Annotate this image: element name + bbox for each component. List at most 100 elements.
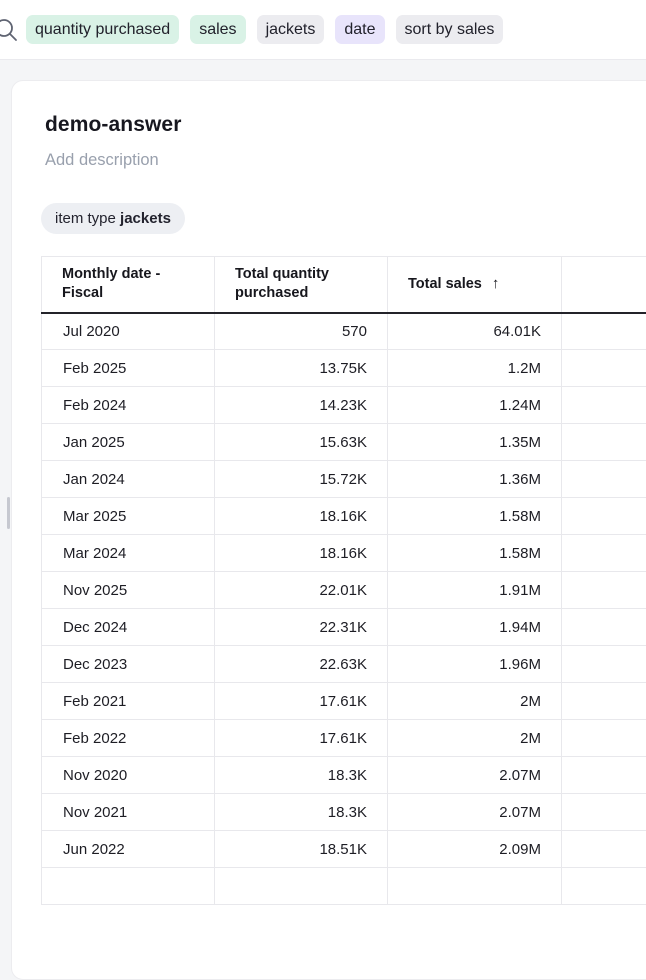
cell-empty bbox=[562, 609, 646, 646]
cell-total-quantity: 14.23K bbox=[215, 387, 388, 424]
cell-empty bbox=[562, 313, 646, 350]
cell-total-quantity: 22.01K bbox=[215, 572, 388, 609]
table-row[interactable]: Feb 2025 13.75K 1.2M bbox=[42, 350, 646, 387]
cell-total-sales: 1.58M bbox=[388, 498, 562, 535]
table-row[interactable]: Mar 2025 18.16K 1.58M bbox=[42, 498, 646, 535]
cell-monthly-date: Nov 2020 bbox=[42, 757, 215, 794]
search-token[interactable]: sort by sales bbox=[396, 15, 504, 44]
filter-chip-value: jackets bbox=[120, 210, 171, 227]
cell-monthly-date: Feb 2022 bbox=[42, 720, 215, 757]
cell-total-quantity: 15.63K bbox=[215, 424, 388, 461]
cell-total-quantity: 18.16K bbox=[215, 535, 388, 572]
table-row[interactable]: Dec 2023 22.63K 1.96M bbox=[42, 646, 646, 683]
table-header-row: Monthly date - Fiscal Total quantity pur… bbox=[42, 257, 646, 313]
cell-total-sales: 1.58M bbox=[388, 535, 562, 572]
cell-total-sales: 2M bbox=[388, 683, 562, 720]
cell-empty bbox=[562, 461, 646, 498]
cell-monthly-date: Mar 2024 bbox=[42, 535, 215, 572]
search-icon bbox=[0, 17, 19, 43]
cell-monthly-date: Feb 2024 bbox=[42, 387, 215, 424]
table-row[interactable]: Jan 2025 15.63K 1.35M bbox=[42, 424, 646, 461]
cell-monthly-date bbox=[42, 868, 215, 905]
sort-ascending-icon: ↑ bbox=[492, 275, 500, 292]
cell-total-quantity: 15.72K bbox=[215, 461, 388, 498]
table-row[interactable]: Feb 2021 17.61K 2M bbox=[42, 683, 646, 720]
cell-total-sales: 1.35M bbox=[388, 424, 562, 461]
cell-empty bbox=[562, 498, 646, 535]
cell-total-quantity: 13.75K bbox=[215, 350, 388, 387]
search-tokens: quantity purchased sales jackets date sort b… bbox=[26, 15, 503, 44]
cell-total-quantity bbox=[215, 868, 388, 905]
cell-total-sales: 2M bbox=[388, 720, 562, 757]
cell-monthly-date: Feb 2021 bbox=[42, 683, 215, 720]
cell-monthly-date: Nov 2021 bbox=[42, 794, 215, 831]
cell-monthly-date: Dec 2024 bbox=[42, 609, 215, 646]
cell-total-sales: 2.09M bbox=[388, 831, 562, 868]
filter-chip-prefix: item type bbox=[55, 210, 120, 227]
answer-title[interactable]: demo-answer bbox=[45, 113, 646, 137]
table-row[interactable]: Nov 2021 18.3K 2.07M bbox=[42, 794, 646, 831]
cell-total-quantity: 22.63K bbox=[215, 646, 388, 683]
cell-total-quantity: 570 bbox=[215, 313, 388, 350]
cell-empty bbox=[562, 572, 646, 609]
cell-monthly-date: Jan 2025 bbox=[42, 424, 215, 461]
cell-empty bbox=[562, 831, 646, 868]
cell-monthly-date: Nov 2025 bbox=[42, 572, 215, 609]
cell-empty bbox=[562, 350, 646, 387]
search-token[interactable]: date bbox=[335, 15, 384, 44]
cell-total-quantity: 18.51K bbox=[215, 831, 388, 868]
cell-empty bbox=[562, 387, 646, 424]
cell-total-sales: 1.24M bbox=[388, 387, 562, 424]
cell-total-quantity: 18.3K bbox=[215, 794, 388, 831]
table-row[interactable]: Nov 2025 22.01K 1.91M bbox=[42, 572, 646, 609]
cell-total-sales: 1.36M bbox=[388, 461, 562, 498]
cell-monthly-date: Mar 2025 bbox=[42, 498, 215, 535]
column-header-empty bbox=[562, 257, 646, 313]
cell-monthly-date: Jul 2020 bbox=[42, 313, 215, 350]
results-table: Monthly date - Fiscal Total quantity pur… bbox=[41, 256, 646, 905]
cell-monthly-date: Feb 2025 bbox=[42, 350, 215, 387]
cell-total-quantity: 22.31K bbox=[215, 609, 388, 646]
cell-total-sales: 1.94M bbox=[388, 609, 562, 646]
table-row[interactable]: Dec 2024 22.31K 1.94M bbox=[42, 609, 646, 646]
cell-empty bbox=[562, 868, 646, 905]
table-body: Jul 2020 570 64.01K Feb 2025 13.75K 1.2M… bbox=[42, 313, 646, 905]
cell-total-quantity: 18.3K bbox=[215, 757, 388, 794]
cell-total-sales: 1.91M bbox=[388, 572, 562, 609]
table-row[interactable]: Nov 2020 18.3K 2.07M bbox=[42, 757, 646, 794]
table-row[interactable]: Feb 2024 14.23K 1.24M bbox=[42, 387, 646, 424]
cell-empty bbox=[562, 535, 646, 572]
cell-empty bbox=[562, 794, 646, 831]
cell-monthly-date: Jan 2024 bbox=[42, 461, 215, 498]
table-row[interactable] bbox=[42, 868, 646, 905]
cell-empty bbox=[562, 720, 646, 757]
table-row[interactable]: Jan 2024 15.72K 1.36M bbox=[42, 461, 646, 498]
description-placeholder[interactable]: Add description bbox=[45, 151, 646, 170]
cell-total-quantity: 18.16K bbox=[215, 498, 388, 535]
cell-empty bbox=[562, 424, 646, 461]
search-token[interactable]: jackets bbox=[257, 15, 325, 44]
cell-total-sales: 64.01K bbox=[388, 313, 562, 350]
cell-total-sales: 1.2M bbox=[388, 350, 562, 387]
column-header-total-sales[interactable]: Total sales↑ bbox=[388, 257, 562, 313]
column-header-total-quantity[interactable]: Total quantity purchased bbox=[215, 257, 388, 313]
search-token[interactable]: quantity purchased bbox=[26, 15, 179, 44]
search-bar[interactable]: quantity purchased sales jackets date sort b… bbox=[0, 0, 646, 60]
search-token[interactable]: sales bbox=[190, 15, 245, 44]
column-header-monthly-date[interactable]: Monthly date - Fiscal bbox=[42, 257, 215, 313]
cell-total-quantity: 17.61K bbox=[215, 720, 388, 757]
cell-empty bbox=[562, 757, 646, 794]
table-row[interactable]: Mar 2024 18.16K 1.58M bbox=[42, 535, 646, 572]
cell-monthly-date: Dec 2023 bbox=[42, 646, 215, 683]
cell-total-quantity: 17.61K bbox=[215, 683, 388, 720]
scrollbar-thumb[interactable] bbox=[7, 497, 10, 529]
cell-empty bbox=[562, 683, 646, 720]
cell-total-sales: 2.07M bbox=[388, 757, 562, 794]
answer-card: demo-answer Add description item type ja… bbox=[11, 80, 646, 980]
cell-empty bbox=[562, 646, 646, 683]
table-row[interactable]: Jul 2020 570 64.01K bbox=[42, 313, 646, 350]
filter-chip[interactable]: item type jackets bbox=[41, 203, 185, 234]
table-row[interactable]: Jun 2022 18.51K 2.09M bbox=[42, 831, 646, 868]
table-row[interactable]: Feb 2022 17.61K 2M bbox=[42, 720, 646, 757]
cell-total-sales bbox=[388, 868, 562, 905]
